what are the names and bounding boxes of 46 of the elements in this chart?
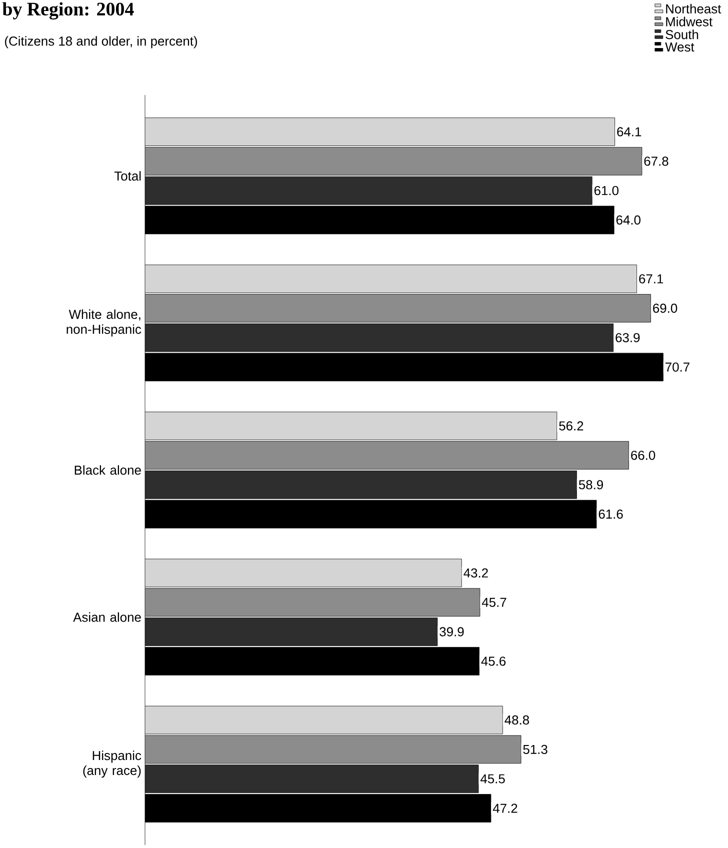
data-label: 51.3 bbox=[523, 744, 548, 754]
legend-label: South bbox=[666, 30, 698, 40]
bar bbox=[145, 764, 479, 794]
y-tick-label: Total bbox=[114, 171, 141, 181]
bar bbox=[145, 294, 651, 322]
data-label: 67.8 bbox=[644, 156, 668, 166]
bar bbox=[145, 118, 616, 146]
bar bbox=[145, 147, 642, 176]
bar bbox=[145, 618, 438, 646]
data-label: 64.1 bbox=[617, 127, 642, 136]
data-label: 56.2 bbox=[559, 421, 584, 430]
bar bbox=[145, 588, 480, 617]
data-label: 61.0 bbox=[594, 186, 618, 196]
bar bbox=[145, 470, 577, 499]
bar bbox=[145, 441, 629, 470]
data-label: 48.8 bbox=[504, 715, 530, 725]
y-tick-label: Black alone bbox=[74, 465, 141, 475]
data-label: 47.2 bbox=[492, 804, 518, 813]
bar bbox=[145, 558, 462, 588]
chart-title: by Region: 2004 bbox=[2, 2, 134, 20]
y-tick-label: Asian alone bbox=[73, 612, 141, 622]
y-tick-label: Hispanic (any race) bbox=[83, 750, 142, 778]
data-label: 43.2 bbox=[464, 568, 488, 578]
data-label: 66.0 bbox=[631, 450, 656, 460]
legend-label: Northeast bbox=[666, 4, 722, 14]
bar bbox=[145, 323, 614, 352]
bar bbox=[145, 264, 637, 293]
data-label: 61.6 bbox=[598, 510, 623, 519]
bar bbox=[145, 735, 522, 764]
data-label: 67.1 bbox=[639, 274, 664, 284]
bar bbox=[145, 176, 592, 205]
bar bbox=[145, 412, 558, 440]
data-label: 64.0 bbox=[616, 215, 640, 225]
data-label: 39.9 bbox=[440, 627, 464, 636]
data-label: 70.7 bbox=[666, 362, 690, 372]
data-label: 45.6 bbox=[481, 656, 506, 666]
chart-subtitle: (Citizens 18 and older, in percent) bbox=[4, 36, 198, 48]
data-label: 58.9 bbox=[578, 480, 603, 490]
legend-label: West bbox=[665, 42, 694, 52]
data-label: 45.5 bbox=[480, 774, 505, 784]
data-label: 63.9 bbox=[616, 333, 640, 342]
data-label: 69.0 bbox=[653, 304, 678, 313]
y-tick-label: White alone, non-Hispanic bbox=[66, 309, 142, 336]
legend-label: Midwest bbox=[666, 16, 712, 26]
bar bbox=[145, 706, 503, 734]
data-label: 45.7 bbox=[482, 598, 506, 607]
